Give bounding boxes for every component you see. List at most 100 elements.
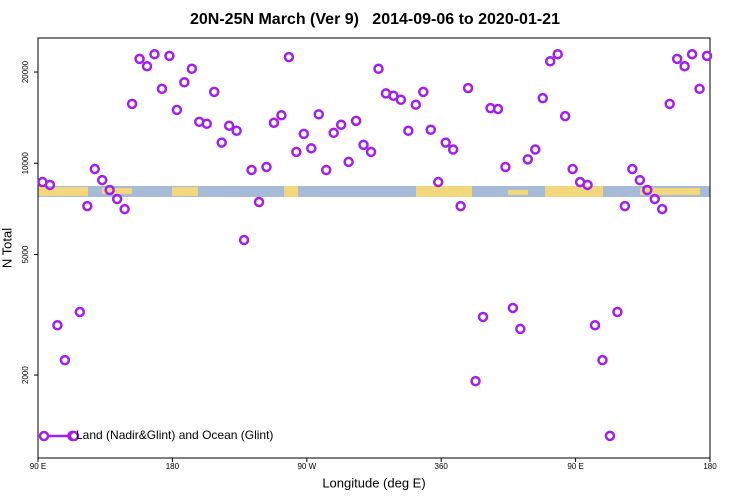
- y-tick-label: 5000: [21, 245, 30, 263]
- point: [89, 163, 100, 175]
- point: [589, 320, 601, 331]
- x-tick-label: 90 E: [30, 462, 46, 471]
- point: [619, 200, 631, 212]
- point: [604, 430, 616, 442]
- point: [694, 83, 705, 95]
- point: [283, 51, 295, 63]
- point: [530, 144, 541, 155]
- point: [642, 184, 653, 196]
- point: [358, 139, 369, 151]
- point: [455, 200, 466, 212]
- point: [201, 118, 212, 130]
- point: [156, 83, 168, 95]
- y-tick-label: 2000: [21, 366, 30, 384]
- point: [59, 354, 71, 366]
- point: [268, 117, 280, 129]
- x-axis-label: Longitude (deg E): [322, 475, 425, 490]
- map-strip: [38, 186, 710, 197]
- point: [462, 82, 474, 94]
- point: [164, 50, 175, 62]
- point: [52, 320, 63, 331]
- point: [350, 115, 362, 127]
- point: [552, 48, 563, 60]
- point: [515, 323, 526, 335]
- point: [328, 127, 339, 139]
- point: [425, 124, 436, 135]
- point: [313, 109, 324, 120]
- point: [477, 311, 489, 323]
- point: [686, 48, 698, 60]
- point: [627, 163, 638, 175]
- point: [395, 94, 407, 106]
- point: [320, 164, 332, 176]
- point: [567, 163, 578, 175]
- point: [261, 161, 272, 173]
- point: [582, 179, 593, 191]
- point: [701, 50, 713, 62]
- point: [447, 144, 459, 155]
- point: [664, 98, 675, 110]
- point: [104, 184, 115, 196]
- point: [410, 99, 422, 110]
- point: [559, 110, 571, 122]
- point: [119, 203, 130, 215]
- point: [253, 196, 265, 208]
- point: [507, 302, 519, 314]
- point: [373, 63, 384, 75]
- point: [298, 128, 310, 140]
- legend-marker: [68, 430, 80, 442]
- point: [492, 103, 504, 115]
- point: [44, 179, 56, 191]
- point: [179, 77, 190, 88]
- point: [440, 137, 451, 148]
- point: [365, 146, 377, 158]
- point: [500, 161, 511, 173]
- x-tick-label: 90 W: [297, 462, 316, 471]
- point: [246, 164, 257, 176]
- point: [522, 154, 534, 165]
- point: [126, 98, 138, 110]
- point: [111, 193, 123, 205]
- point: [238, 234, 250, 246]
- legend-marker: [38, 430, 50, 442]
- point: [96, 174, 108, 186]
- point: [470, 375, 481, 387]
- x-tick-label: 90 E: [567, 462, 583, 471]
- x-tick-label: 180: [166, 462, 180, 471]
- point: [276, 110, 287, 121]
- point: [649, 193, 660, 205]
- y-tick-label: 10000: [21, 152, 30, 175]
- point: [223, 120, 235, 131]
- point: [306, 143, 317, 154]
- point: [612, 306, 623, 318]
- point: [231, 125, 242, 137]
- point: [186, 63, 198, 75]
- point: [141, 60, 153, 72]
- point: [291, 146, 302, 158]
- y-tick-label: 20000: [21, 60, 30, 83]
- chart-title: 20N-25N March (Ver 9) 2014-09-06 to 2020…: [190, 11, 560, 28]
- point: [544, 56, 556, 67]
- point: [656, 203, 668, 215]
- point: [149, 48, 160, 60]
- x-tick-label: 360: [435, 462, 449, 471]
- point: [343, 156, 354, 168]
- x-tick-label: 180: [703, 462, 717, 471]
- point: [74, 306, 86, 318]
- point: [634, 174, 646, 186]
- point: [208, 86, 220, 98]
- point: [418, 86, 429, 98]
- point: [403, 125, 414, 137]
- point: [82, 200, 93, 212]
- point: [134, 53, 145, 65]
- point: [171, 104, 183, 116]
- plot-frame: [37, 37, 711, 459]
- legend-label: Land (Nadir&Glint) and Ocean (Glint): [76, 428, 273, 442]
- y-axis-label: N Total: [0, 228, 14, 268]
- point: [335, 119, 347, 130]
- point: [671, 53, 683, 65]
- point: [537, 92, 548, 104]
- point: [597, 354, 608, 366]
- point: [388, 90, 399, 102]
